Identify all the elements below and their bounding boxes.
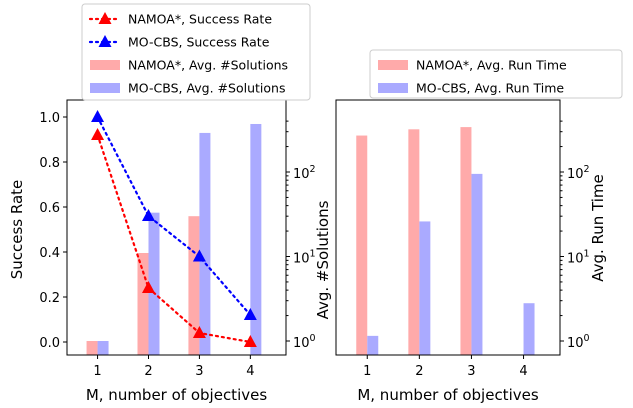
legend-label: MO-CBS, Avg. #Solutions bbox=[128, 81, 285, 96]
x-tick-label: 1 bbox=[363, 364, 371, 379]
left-y-ticks: 0.0 0.2 0.4 0.6 0.8 1.0 bbox=[39, 111, 67, 351]
left-panel: 1 2 3 4 0.0 0.2 0.4 0.6 0.8 1.0 100 101 102 M, num… bbox=[8, 3, 332, 404]
y-tick-label: 0.2 bbox=[39, 291, 60, 306]
data-point bbox=[243, 308, 257, 320]
right-legend: NAMOA*, Avg. Run Time MO-CBS, Avg. Run Ti… bbox=[369, 49, 623, 99]
left-right-axis-label: Avg. #Solutions bbox=[314, 200, 332, 319]
legend-label: MO-CBS, Success Rate bbox=[128, 35, 270, 50]
log-tick-label: 100 bbox=[567, 333, 590, 351]
series-line bbox=[96, 133, 252, 344]
left-x-axis-label: M, number of objectives bbox=[86, 386, 268, 404]
legend-bar-swatch bbox=[378, 60, 408, 70]
data-point bbox=[243, 335, 257, 347]
x-tick-label: 1 bbox=[93, 364, 101, 379]
legend-box bbox=[81, 3, 311, 101]
log-tick-label: 102 bbox=[567, 164, 590, 182]
x-tick-label: 2 bbox=[144, 364, 152, 379]
y-tick-label: 0.6 bbox=[39, 201, 60, 216]
y-tick-label: 1.0 bbox=[39, 111, 60, 126]
right-plot-frame bbox=[335, 99, 561, 356]
x-tick-label: 4 bbox=[246, 364, 254, 379]
bar bbox=[408, 129, 420, 355]
log-tick-label: 100 bbox=[293, 333, 316, 351]
bar bbox=[137, 253, 149, 355]
bar bbox=[188, 216, 200, 355]
bar bbox=[471, 173, 483, 355]
legend-marker bbox=[98, 35, 112, 47]
data-point bbox=[141, 209, 155, 221]
bar bbox=[86, 341, 98, 355]
data-point bbox=[192, 326, 206, 338]
legend-label: NAMOA*, Avg. Run Time bbox=[416, 58, 567, 73]
bar bbox=[419, 221, 431, 355]
legend-label: NAMOA*, Avg. #Solutions bbox=[128, 58, 288, 73]
log-tick-label: 102 bbox=[293, 164, 316, 182]
right-right-ticks: 100 101 102 bbox=[560, 120, 590, 351]
legend-box bbox=[369, 49, 623, 99]
right-x-axis-label: M, number of objectives bbox=[357, 386, 539, 404]
legend-bar-swatch bbox=[90, 60, 120, 70]
bar bbox=[250, 123, 262, 355]
right-x-ticks: 1 2 3 4 bbox=[363, 355, 528, 379]
x-tick-label: 3 bbox=[195, 364, 203, 379]
legend-marker bbox=[98, 12, 112, 24]
legend-bar-swatch bbox=[90, 83, 120, 93]
log-tick-label: 101 bbox=[567, 249, 590, 267]
left-right-ticks: 100 101 102 bbox=[286, 120, 316, 351]
legend-label: NAMOA*, Success Rate bbox=[128, 12, 272, 27]
bar bbox=[523, 303, 535, 355]
bar bbox=[356, 135, 368, 355]
y-tick-label: 0.8 bbox=[39, 156, 60, 171]
log-tick-label: 101 bbox=[293, 249, 316, 267]
left-x-ticks: 1 2 3 4 bbox=[93, 355, 254, 379]
legend-label: MO-CBS, Avg. Run Time bbox=[416, 81, 564, 96]
left-lines bbox=[91, 110, 257, 347]
right-panel: 1 2 3 4 100 101 102 M, number of objectives A… bbox=[335, 49, 623, 404]
bar bbox=[460, 127, 472, 356]
y-tick-label: 0.0 bbox=[39, 336, 60, 351]
data-point bbox=[91, 128, 105, 140]
data-point bbox=[192, 249, 206, 262]
bar bbox=[367, 335, 379, 355]
data-point bbox=[141, 281, 155, 293]
series-line bbox=[96, 115, 252, 317]
y-tick-label: 0.4 bbox=[39, 246, 60, 261]
right-bars bbox=[356, 127, 535, 356]
x-tick-label: 2 bbox=[415, 364, 423, 379]
x-tick-label: 3 bbox=[467, 364, 475, 379]
left-y-axis-label: Success Rate bbox=[8, 180, 26, 280]
left-legend: NAMOA*, Success Rate MO-CBS, Success Rate… bbox=[81, 3, 311, 101]
legend-bar-swatch bbox=[378, 83, 408, 93]
bar bbox=[199, 132, 211, 355]
data-point bbox=[91, 110, 105, 122]
right-right-axis-label: Avg. Run Time bbox=[589, 174, 607, 282]
left-bars bbox=[86, 123, 262, 355]
bar bbox=[97, 341, 109, 355]
bar bbox=[148, 212, 160, 355]
x-tick-label: 4 bbox=[519, 364, 527, 379]
